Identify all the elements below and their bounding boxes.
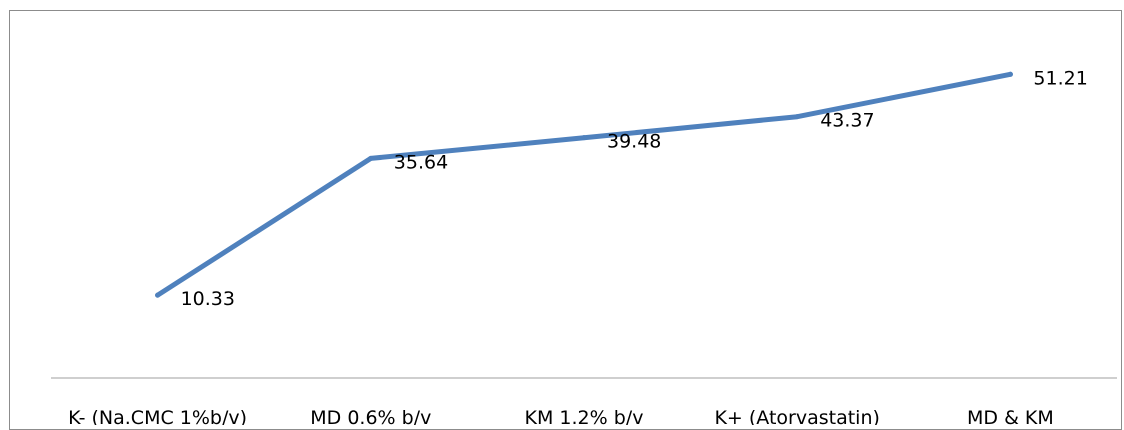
data-label-1: 35.64 <box>394 151 448 173</box>
chart-area <box>9 10 1122 430</box>
data-label-2: 39.48 <box>607 131 661 153</box>
x-axis-tick-labels: K- (Na.CMC 1%b/v) MD 0.6% b/v KM 1.2% b/v K… <box>68 407 1054 425</box>
series-line-0 <box>155 71 1013 298</box>
data-labels: 10.33 35.64 39.48 43.37 51.21 <box>181 67 1088 310</box>
x-tick-label-0: K- (Na.CMC 1%b/v) <box>68 407 247 425</box>
data-point-2 <box>581 135 587 141</box>
x-tick-label-3: K+ (Atorvastatin) <box>714 407 879 425</box>
data-point-3 <box>794 114 800 120</box>
data-label-3: 43.37 <box>820 110 874 132</box>
x-tick-label-1: MD 0.6% b/v <box>310 407 431 425</box>
data-point-4 <box>1007 71 1013 77</box>
data-point-1 <box>368 155 374 161</box>
series-layer <box>155 71 1013 298</box>
data-label-4: 51.21 <box>1033 67 1087 89</box>
data-point-0 <box>155 292 161 298</box>
x-tick-label-2: KM 1.2% b/v <box>525 407 644 425</box>
data-label-0: 10.33 <box>181 288 235 310</box>
x-tick-label-4: MD & KM <box>967 407 1054 425</box>
